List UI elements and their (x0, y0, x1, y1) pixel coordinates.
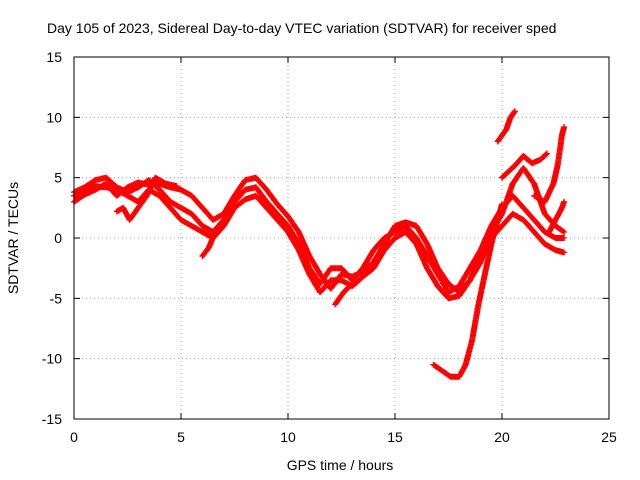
series-track-g (430, 201, 505, 380)
y-tick-label: -5 (50, 290, 63, 306)
plus-markers (332, 280, 356, 308)
y-tick-label: 0 (54, 230, 62, 246)
plus-markers (499, 150, 550, 181)
plus-markers (531, 124, 568, 205)
series-track-h (494, 108, 518, 145)
plus-markers (494, 108, 518, 145)
series-track-j (531, 124, 568, 205)
x-tick-label: 0 (70, 429, 78, 445)
data-points (71, 108, 568, 380)
series-track-e (199, 229, 219, 260)
y-tick-label: 15 (46, 49, 62, 65)
y-tick-label: 5 (54, 170, 62, 186)
y-tick-label: -15 (42, 411, 62, 427)
series-track-i (499, 150, 550, 181)
x-axis-label: GPS time / hours (287, 457, 394, 473)
y-tick-label: -10 (42, 351, 62, 367)
y-axis-label: SDTVAR / TECUs (5, 182, 21, 294)
x-tick-label: 20 (494, 429, 510, 445)
plus-markers (546, 198, 568, 235)
x-tick-label: 5 (177, 429, 185, 445)
axis-ticks: 0 5 10 15 20 25 -15 -10 -5 0 5 10 15 (42, 49, 617, 445)
x-tick-label: 15 (387, 429, 403, 445)
series-track-k (546, 198, 568, 235)
plus-markers (199, 229, 219, 260)
x-tick-label: 10 (280, 429, 296, 445)
series-track-d (113, 174, 180, 223)
chart-title: Day 105 of 2023, Sidereal Day-to-day VTE… (47, 20, 556, 36)
grid (74, 57, 609, 419)
y-tick-label: 10 (46, 109, 62, 125)
x-tick-label: 25 (601, 429, 617, 445)
plus-markers (430, 201, 505, 380)
series-track-f (332, 280, 356, 308)
plus-markers (113, 174, 180, 223)
